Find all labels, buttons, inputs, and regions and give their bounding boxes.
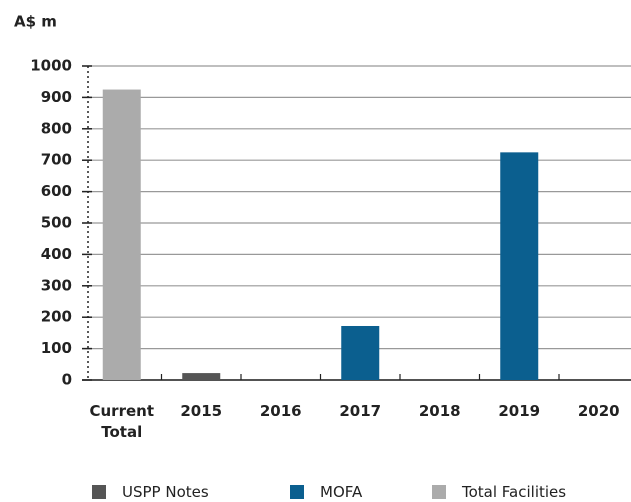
bar xyxy=(102,89,141,381)
y-tick-label: 100 xyxy=(41,339,72,357)
x-tick-label: 2020 xyxy=(577,402,620,420)
x-tick-label: 2017 xyxy=(339,402,382,420)
bar xyxy=(500,152,539,380)
y-tick-label: 500 xyxy=(41,214,72,232)
legend-item: Total Facilities xyxy=(432,483,566,501)
legend-label: USPP Notes xyxy=(122,483,209,501)
x-tick-label: 2015 xyxy=(180,402,223,420)
x-tick-label: 2018 xyxy=(418,402,461,420)
y-axis-label: A$ m xyxy=(14,13,57,31)
bar xyxy=(182,373,221,380)
y-tick-label: 700 xyxy=(41,151,72,169)
y-tick-label: 1000 xyxy=(30,57,72,75)
y-tick-label: 900 xyxy=(41,88,72,106)
legend-item: USPP Notes xyxy=(92,483,209,501)
y-tick-label: 0 xyxy=(62,371,72,389)
y-tick-label: 300 xyxy=(41,276,72,294)
x-tick-label: 2019 xyxy=(498,402,541,420)
legend-label: Total Facilities xyxy=(462,483,567,501)
y-tick-label: 800 xyxy=(41,119,72,137)
y-tick-label: 600 xyxy=(41,182,72,200)
legend-swatch xyxy=(290,485,304,499)
legend-label: MOFA xyxy=(320,483,363,501)
legend-item: MOFA xyxy=(290,483,362,501)
y-tick-label: 200 xyxy=(41,308,72,326)
y-tick-label: 400 xyxy=(41,245,72,263)
x-tick-label: Current Total xyxy=(89,402,154,441)
legend-swatch xyxy=(92,485,106,499)
bar xyxy=(341,325,380,380)
legend-swatch xyxy=(432,485,446,499)
x-tick-label: 2016 xyxy=(259,402,302,420)
